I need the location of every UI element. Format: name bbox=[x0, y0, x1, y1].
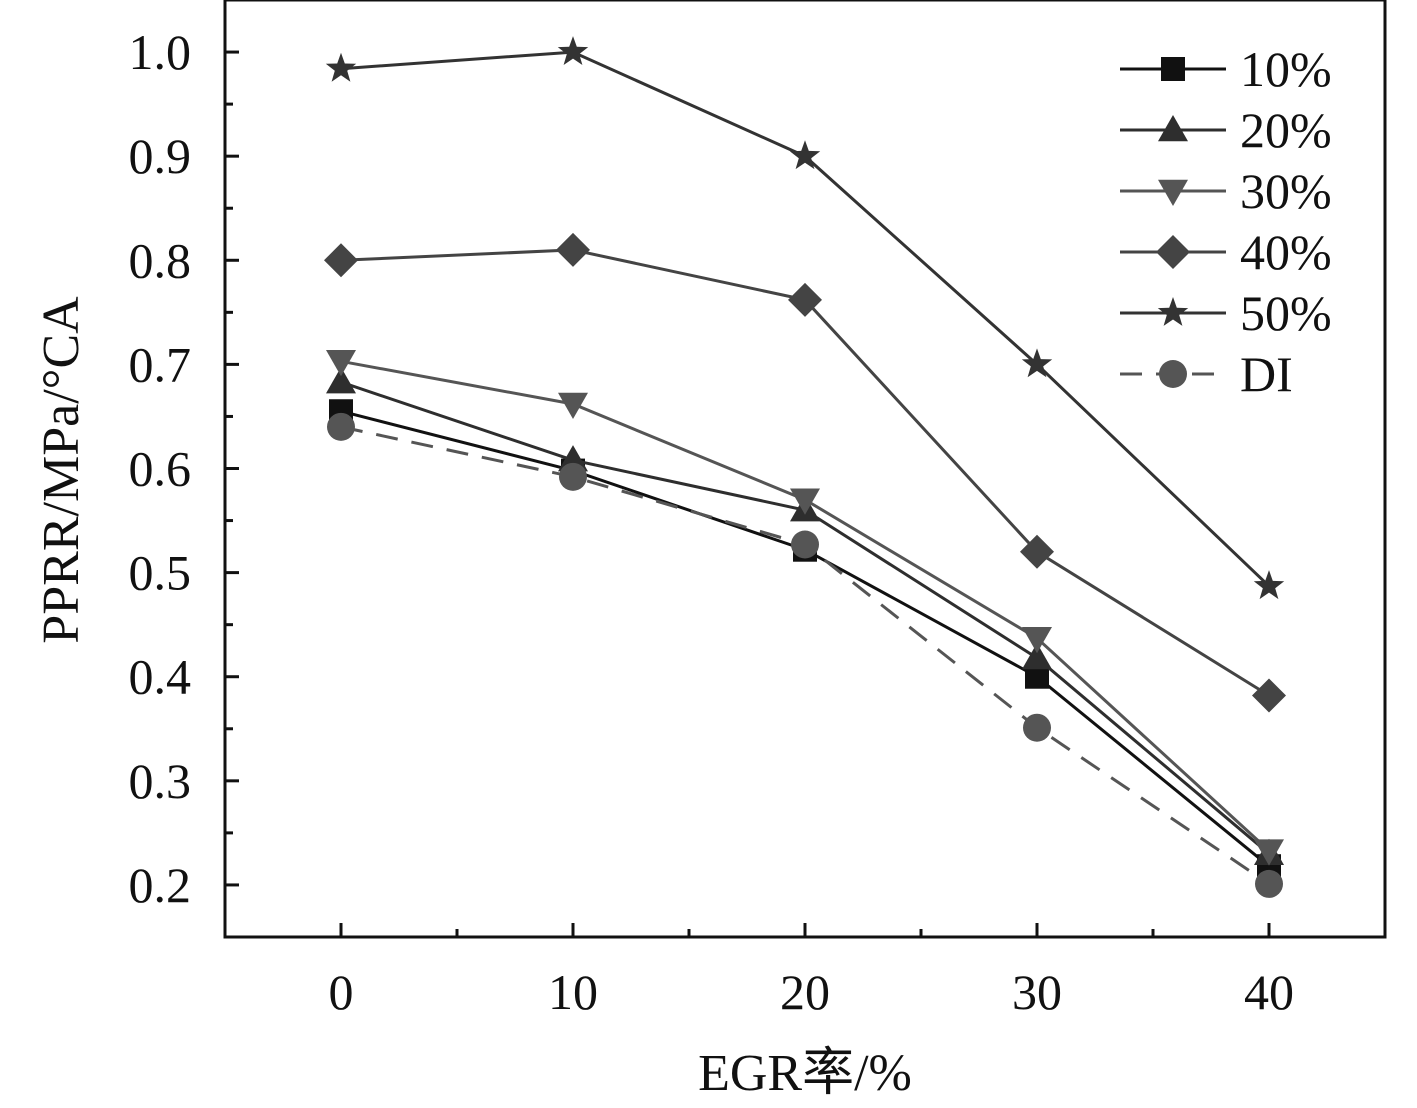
legend-label: 50% bbox=[1240, 285, 1332, 341]
data-point bbox=[559, 462, 587, 491]
legend-marker bbox=[1159, 360, 1187, 388]
y-tick-label: 0.2 bbox=[129, 857, 192, 913]
x-tick-label: 0 bbox=[329, 964, 354, 1020]
legend-marker bbox=[1157, 297, 1189, 326]
x-axis-title: EGR率/% bbox=[698, 1045, 912, 1102]
legend-marker bbox=[1158, 179, 1188, 206]
x-tick-label: 30 bbox=[1012, 964, 1062, 1020]
y-tick-label: 0.6 bbox=[129, 441, 192, 497]
data-point bbox=[1022, 626, 1052, 654]
data-point bbox=[790, 488, 820, 515]
legend-marker bbox=[1158, 115, 1188, 142]
data-point bbox=[788, 282, 822, 317]
legend-label: 20% bbox=[1240, 102, 1332, 158]
data-point bbox=[325, 52, 357, 82]
data-point bbox=[1021, 348, 1053, 378]
y-tick-label: 0.3 bbox=[129, 753, 192, 809]
legend-label: 30% bbox=[1240, 163, 1332, 219]
data-point bbox=[556, 232, 590, 267]
series-50pct bbox=[325, 36, 1285, 600]
data-point bbox=[1252, 678, 1286, 713]
y-tick-label: 0.8 bbox=[129, 232, 192, 288]
y-tick-label: 0.4 bbox=[129, 649, 192, 705]
legend-label: 10% bbox=[1240, 41, 1332, 97]
data-point bbox=[324, 243, 358, 278]
y-tick-label: 0.5 bbox=[129, 545, 192, 601]
y-axis-title: PPRR/MPa/°CA bbox=[33, 296, 90, 644]
series-40pct bbox=[324, 232, 1286, 713]
axis-ticks: 0 10 20 30 40 0.2 0.3 0.4 0.5 0.6 0.7 0.8 0.9 1.0 bbox=[129, 24, 1295, 1020]
legend-marker bbox=[1161, 57, 1185, 81]
series-group bbox=[324, 36, 1286, 898]
data-point bbox=[789, 140, 821, 170]
data-point bbox=[1254, 839, 1284, 866]
data-point bbox=[1022, 642, 1052, 670]
legend-label: 40% bbox=[1240, 224, 1332, 280]
data-point bbox=[326, 350, 356, 377]
x-tick-label: 10 bbox=[548, 964, 598, 1020]
y-tick-label: 0.7 bbox=[129, 336, 192, 392]
data-point bbox=[1023, 713, 1051, 742]
y-tick-label: 0.9 bbox=[129, 128, 192, 184]
data-point bbox=[326, 367, 356, 394]
x-tick-label: 20 bbox=[780, 964, 830, 1020]
x-tick-label: 40 bbox=[1244, 964, 1294, 1020]
data-point bbox=[557, 36, 589, 65]
series-30pct bbox=[326, 350, 1284, 866]
legend-label: DI bbox=[1240, 346, 1293, 402]
data-point bbox=[791, 530, 819, 559]
legend: 10%20%30%40%50%DI bbox=[1120, 41, 1332, 402]
legend-marker bbox=[1156, 235, 1190, 269]
data-point bbox=[558, 392, 588, 419]
data-point bbox=[327, 412, 355, 441]
series-di bbox=[327, 412, 1283, 898]
data-point bbox=[558, 445, 588, 472]
y-tick-label: 1.0 bbox=[129, 24, 192, 80]
data-point bbox=[1253, 570, 1285, 600]
data-point bbox=[1020, 534, 1054, 569]
data-point bbox=[1255, 869, 1283, 898]
